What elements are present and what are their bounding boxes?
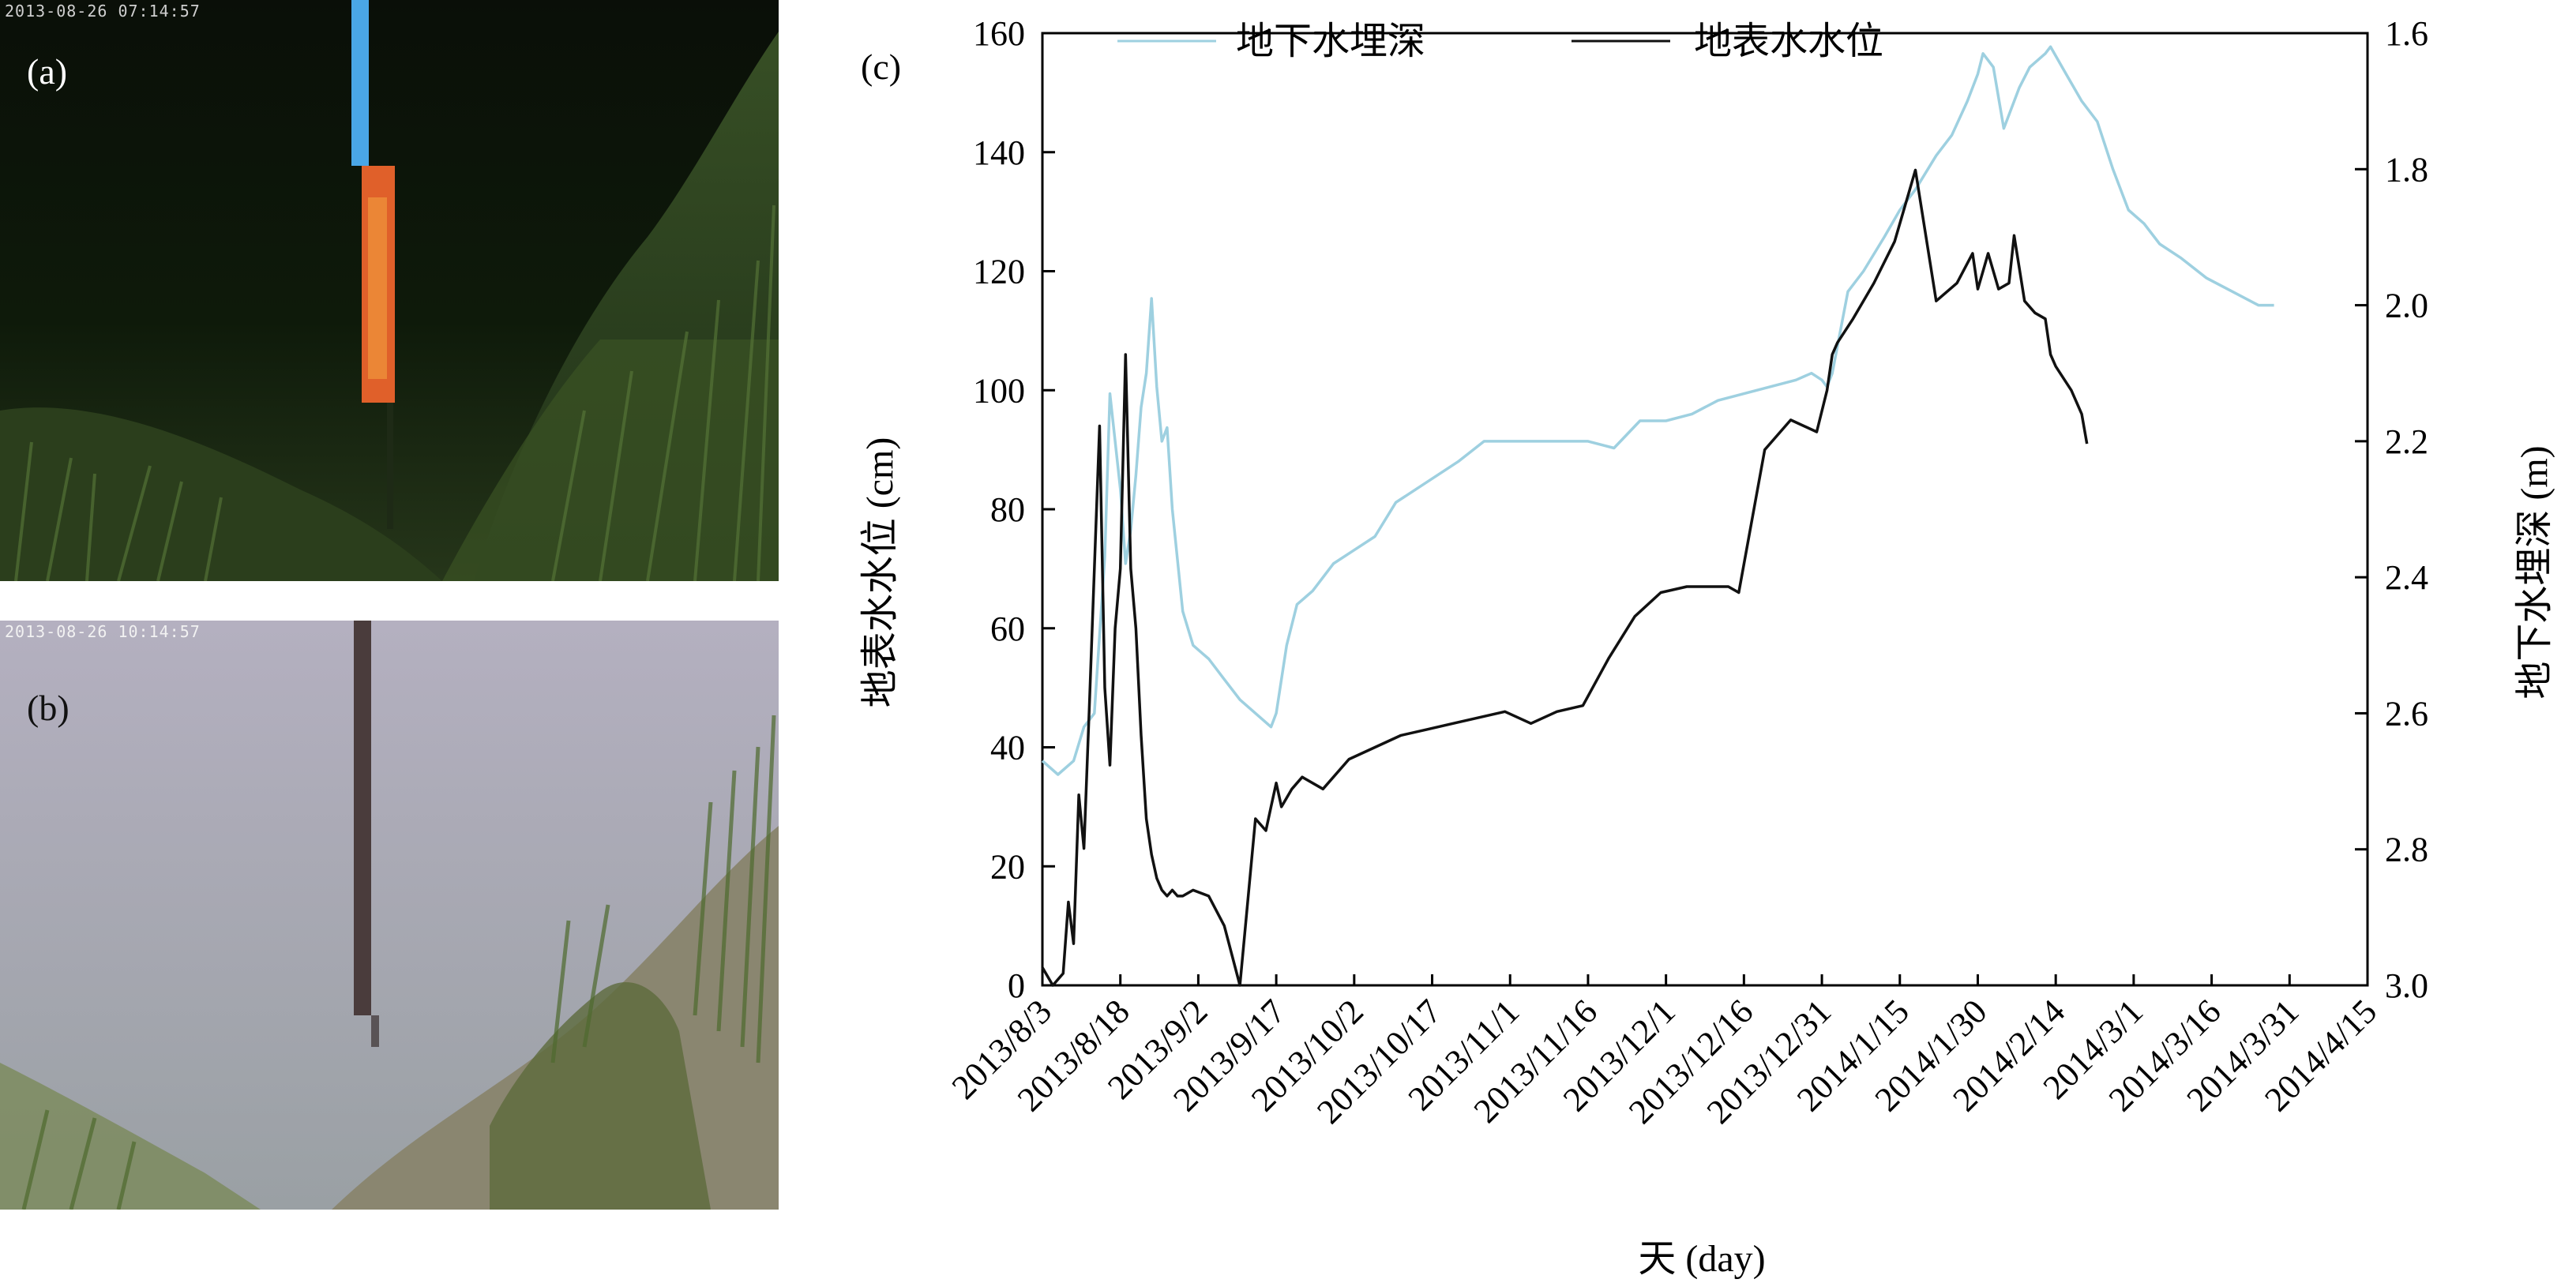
dual-axis-line-chart: (c) 地下水埋深 地表水水位 2013/8/32013/8/182013/9/… — [859, 14, 2555, 1280]
left-y-tick-label: 120 — [973, 253, 1025, 291]
photo-b — [0, 621, 779, 1210]
right-y-tick-label: 1.8 — [2385, 150, 2428, 189]
left-y-tick-label: 140 — [973, 133, 1025, 172]
legend-label-groundwater: 地下水埋深 — [1236, 21, 1425, 62]
right-y-tick-label: 2.6 — [2385, 694, 2428, 733]
left-y-axis: 0 20 40 60 80 100 120 140 160 — [973, 14, 1055, 1005]
right-y-tick-label: 2.2 — [2385, 422, 2428, 461]
photo-a-label: (a) — [27, 51, 68, 92]
plot-area — [1041, 32, 2369, 987]
left-y-tick-label: 40 — [990, 729, 1025, 767]
chart-legend: 地下水埋深 地表水水位 — [1117, 21, 1883, 62]
night-photo-illustration — [0, 0, 779, 581]
right-y-tick-label: 1.6 — [2385, 14, 2428, 53]
left-y-tick-label: 160 — [973, 14, 1025, 53]
x-axis-title: 天 (day) — [1638, 1238, 1765, 1280]
left-y-tick-label: 60 — [990, 610, 1025, 648]
right-y-tick-label: 2.0 — [2385, 287, 2428, 325]
right-y-tick-label: 3.0 — [2385, 966, 2428, 1005]
right-y-axis-title: 地下水埋深 (m) — [2514, 445, 2555, 699]
right-y-tick-label: 2.4 — [2385, 558, 2428, 597]
right-y-tick-label: 2.8 — [2385, 831, 2428, 869]
series-line-surface — [1041, 168, 2089, 987]
plot-frame — [1041, 32, 2369, 987]
left-y-tick-label: 20 — [990, 847, 1025, 886]
left-y-axis-title: 地表水水位 (cm) — [859, 437, 901, 708]
photo-b-timestamp: 2013-08-26 10:14:57 — [5, 622, 201, 641]
photo-b-label: (b) — [27, 688, 69, 728]
day-photo-illustration — [0, 621, 779, 1210]
x-axis: 2013/8/32013/8/182013/9/22013/9/172013/1… — [944, 974, 2384, 1131]
photo-a-timestamp: 2013-08-26 07:14:57 — [5, 2, 201, 21]
left-y-tick-label: 0 — [1008, 966, 1025, 1005]
right-y-axis: 1.6 1.8 2.0 2.2 2.4 2.6 2.8 3.0 — [2355, 14, 2428, 1005]
left-y-tick-label: 100 — [973, 371, 1025, 410]
left-y-tick-label: 80 — [990, 490, 1025, 529]
legend-label-surface: 地表水水位 — [1694, 21, 1883, 62]
photo-a — [0, 0, 779, 581]
series-layer — [1041, 45, 2274, 987]
series-line-groundwater — [1041, 45, 2274, 776]
chart-panel-label: (c) — [861, 47, 901, 87]
